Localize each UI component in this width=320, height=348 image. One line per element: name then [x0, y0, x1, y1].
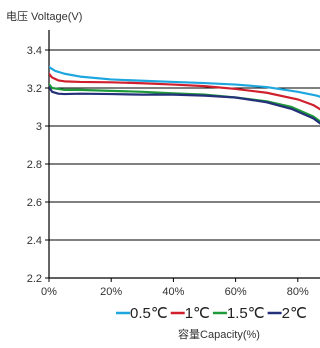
x-axis-title: 容量Capacity(%) — [178, 327, 260, 341]
y-axis-title: 电压 Voltage(V) — [6, 10, 82, 23]
series-line-1c — [49, 72, 320, 111]
x-tick-label: 80% — [287, 286, 309, 298]
y-tick-label: 3 — [36, 121, 42, 133]
legend-label-0-5c: 0.5℃ — [130, 305, 168, 322]
x-tick-label: 60% — [225, 286, 247, 298]
y-tick-label: 3.2 — [27, 83, 42, 95]
series-layer — [49, 65, 320, 125]
legend: 0.5℃ 1℃ 1.5℃ 2℃ — [116, 305, 307, 322]
y-tick-label: 2.4 — [27, 235, 42, 247]
series-line-2c — [49, 85, 320, 125]
y-tick-label: 2.6 — [27, 197, 42, 209]
x-tick-label: 20% — [100, 286, 122, 298]
legend-label-2c: 2℃ — [282, 305, 307, 322]
x-tick-label: 40% — [162, 286, 184, 298]
x-tick-label: 0% — [41, 286, 57, 298]
axis-layer: 2.22.42.62.833.23.40%20%40%60%80%100% — [27, 30, 320, 298]
y-tick-label: 2.2 — [27, 273, 42, 285]
y-tick-label: 3.4 — [27, 45, 42, 57]
legend-label-1c: 1℃ — [185, 305, 210, 322]
series-line-1-5c — [49, 83, 320, 123]
y-tick-label: 2.8 — [27, 159, 42, 171]
grid-layer — [49, 49, 320, 241]
legend-label-1-5c: 1.5℃ — [227, 305, 265, 322]
series-line-0-5c — [49, 65, 320, 98]
